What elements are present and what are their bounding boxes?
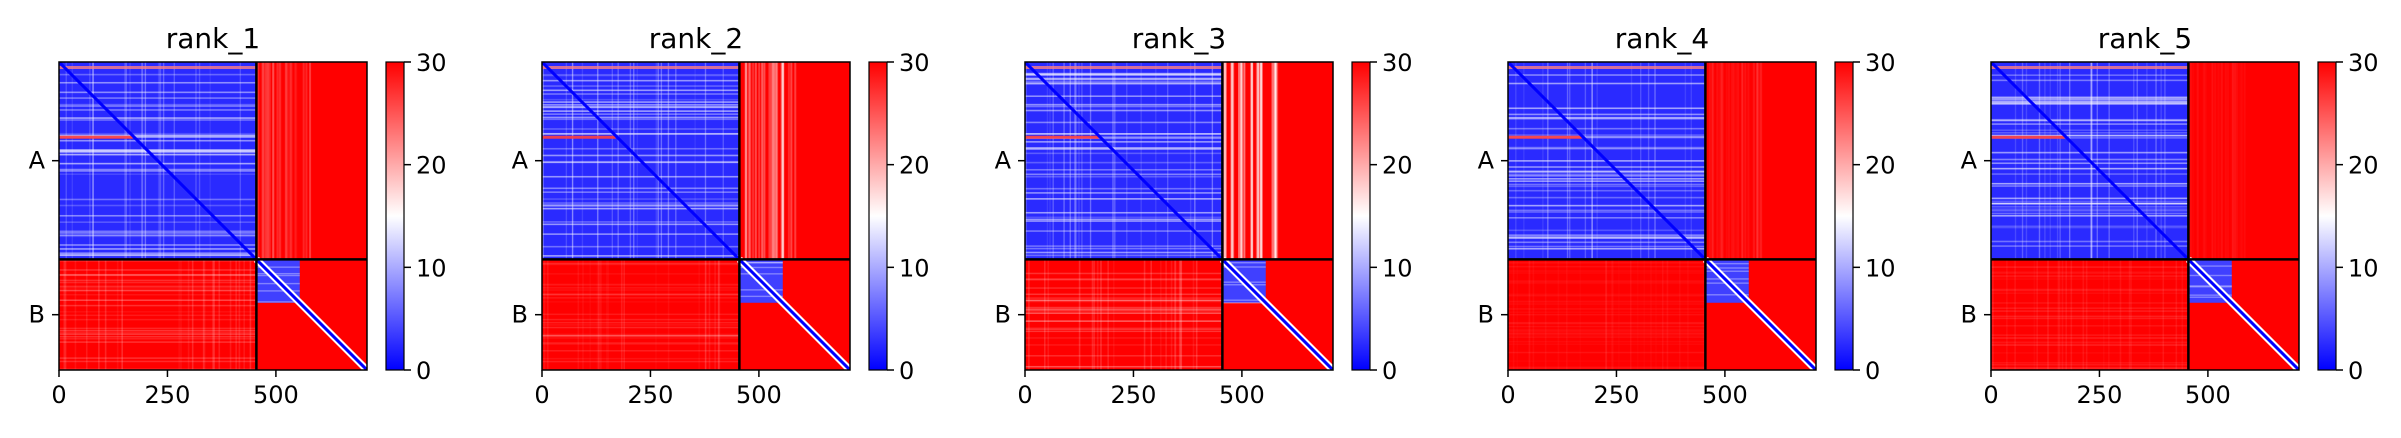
chain-label-A: A — [29, 147, 46, 175]
x-tick-label: 250 — [2077, 381, 2123, 409]
block-ba — [1025, 259, 1223, 370]
x-tick-label: 500 — [2185, 381, 2231, 409]
colorbar-tick-label: 0 — [2348, 357, 2363, 385]
colorbar-tick-label: 30 — [899, 49, 930, 77]
plot-frame — [1024, 61, 1334, 371]
colorbar-tick-label: 10 — [2348, 254, 2379, 282]
colorbar-tick-label: 20 — [1382, 152, 1413, 180]
block-ab — [256, 62, 367, 260]
x-tick-label: 250 — [628, 381, 674, 409]
chain-label-B: B — [1961, 301, 1977, 329]
chain-label-A: A — [995, 147, 1012, 175]
colorbar-tick-label: 30 — [1382, 49, 1413, 77]
heatmap-cells — [1991, 62, 2299, 370]
chain-label-A: A — [1961, 147, 1978, 175]
heatmap-panel-1: rank_1 0 250 500 A B 0 10 20 30 — [29, 22, 447, 409]
colorbar-tick-label: 10 — [899, 254, 930, 282]
colorbar-tick-label: 30 — [416, 49, 447, 77]
block-ba — [59, 259, 257, 370]
plot-frame — [1507, 61, 1817, 371]
plot-frame — [541, 61, 851, 371]
x-tick-label: 250 — [1111, 381, 1157, 409]
colorbar-tick-label: 30 — [2348, 49, 2379, 77]
colorbar — [868, 61, 888, 371]
panel-title: rank_3 — [1132, 22, 1226, 55]
block-ba — [542, 259, 740, 370]
panel-title: rank_5 — [2098, 22, 2192, 55]
colorbar-tick-label: 20 — [416, 152, 447, 180]
block-ab — [1222, 62, 1333, 260]
heatmap-cells — [59, 62, 367, 370]
plot-frame — [1990, 61, 2300, 371]
heatmap-panel-3: rank_3 0 250 500 A B 0 10 20 30 — [995, 22, 1413, 409]
chain-label-B: B — [1478, 301, 1494, 329]
heatmap-panel-5: rank_5 0 250 500 A B 0 10 20 30 — [1961, 22, 2379, 409]
panel-title: rank_1 — [166, 22, 260, 55]
x-tick-label: 500 — [736, 381, 782, 409]
x-tick-label: 500 — [1219, 381, 1265, 409]
chain-label-A: A — [1478, 147, 1495, 175]
plot-frame — [58, 61, 368, 371]
colorbar — [2317, 61, 2337, 371]
colorbar-tick-label: 0 — [416, 357, 431, 385]
x-tick-label: 250 — [145, 381, 191, 409]
colorbar-tick-label: 10 — [1865, 254, 1896, 282]
block-ba — [1991, 259, 2189, 370]
x-tick-label: 500 — [1702, 381, 1748, 409]
colorbar — [385, 61, 405, 371]
colorbar-tick-label: 30 — [1865, 49, 1896, 77]
chain-label-B: B — [512, 301, 528, 329]
chain-label-A: A — [512, 147, 529, 175]
x-tick-label: 0 — [1983, 381, 1998, 409]
chain-label-B: B — [995, 301, 1011, 329]
block-ba — [1508, 259, 1706, 370]
block-ab — [1705, 62, 1816, 260]
chain-label-B: B — [29, 301, 45, 329]
heatmap-cells — [1025, 62, 1333, 370]
colorbar-tick-label: 10 — [1382, 254, 1413, 282]
x-tick-label: 0 — [1017, 381, 1032, 409]
panel-title: rank_4 — [1615, 22, 1709, 55]
x-tick-label: 0 — [51, 381, 66, 409]
colorbar-tick-label: 0 — [1865, 357, 1880, 385]
colorbar — [1834, 61, 1854, 371]
colorbar-tick-label: 20 — [1865, 152, 1896, 180]
heatmap-cells — [542, 62, 850, 370]
heatmap-panel-2: rank_2 0 250 500 A B 0 10 20 30 — [512, 22, 930, 409]
x-tick-label: 0 — [534, 381, 549, 409]
block-ab — [2188, 62, 2299, 260]
colorbar-tick-label: 20 — [899, 152, 930, 180]
heatmap-cells — [1508, 62, 1816, 370]
colorbar — [1351, 61, 1371, 371]
colorbar-tick-label: 20 — [2348, 152, 2379, 180]
block-ab — [739, 62, 850, 260]
x-tick-label: 500 — [253, 381, 299, 409]
x-tick-label: 0 — [1500, 381, 1515, 409]
colorbar-tick-label: 10 — [416, 254, 447, 282]
colorbar-tick-label: 0 — [899, 357, 914, 385]
panel-title: rank_2 — [649, 22, 743, 55]
x-tick-label: 250 — [1594, 381, 1640, 409]
colorbar-tick-label: 0 — [1382, 357, 1397, 385]
heatmap-panel-4: rank_4 0 250 500 A B 0 10 20 30 — [1478, 22, 1896, 409]
